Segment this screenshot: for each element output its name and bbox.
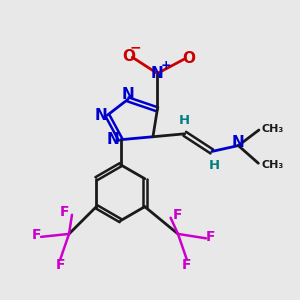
Text: −: − bbox=[130, 40, 141, 54]
Text: N: N bbox=[122, 87, 134, 102]
Text: O: O bbox=[122, 49, 135, 64]
Text: H: H bbox=[178, 114, 189, 127]
Text: +: + bbox=[161, 59, 172, 72]
Text: F: F bbox=[60, 205, 69, 219]
Text: N: N bbox=[232, 135, 245, 150]
Text: F: F bbox=[56, 258, 65, 272]
Text: F: F bbox=[206, 230, 215, 244]
Text: H: H bbox=[208, 159, 220, 172]
Text: F: F bbox=[182, 258, 192, 272]
Text: N: N bbox=[107, 132, 120, 147]
Text: CH₃: CH₃ bbox=[261, 160, 284, 170]
Text: F: F bbox=[172, 208, 182, 222]
Text: F: F bbox=[32, 228, 41, 242]
Text: O: O bbox=[182, 51, 195, 66]
Text: N: N bbox=[150, 66, 163, 81]
Text: N: N bbox=[94, 108, 107, 123]
Text: CH₃: CH₃ bbox=[262, 124, 284, 134]
